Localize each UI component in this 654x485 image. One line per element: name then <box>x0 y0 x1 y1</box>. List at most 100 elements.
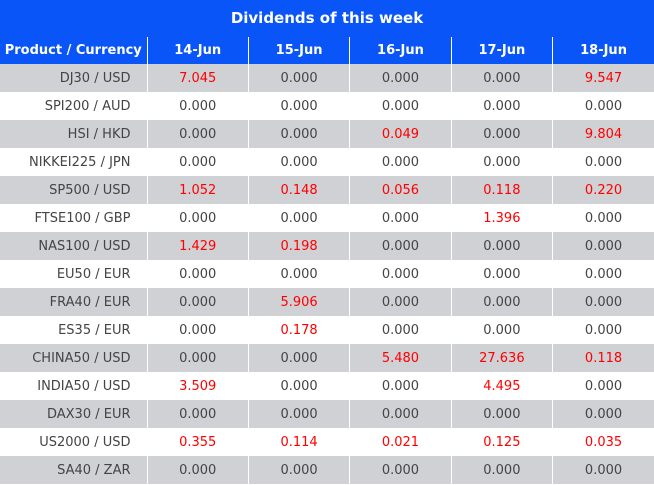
value-cell: 0.118 <box>552 344 654 372</box>
value-cell: 0.000 <box>146 344 249 372</box>
value-cell: 0.000 <box>450 400 553 428</box>
value-cell: 0.000 <box>349 148 452 176</box>
value-cell: 0.000 <box>247 204 350 232</box>
value-cell: 1.052 <box>146 176 249 204</box>
value-cell: 0.000 <box>450 260 553 288</box>
table-row: NIKKEI225 / JPN 0.000 0.000 0.000 0.000 0.000 <box>0 148 654 176</box>
table-row: DJ30 / USD 7.045 0.000 0.000 0.000 9.547 <box>0 64 654 92</box>
value-cell: 0.000 <box>450 456 553 484</box>
value-cell: 1.396 <box>450 204 553 232</box>
value-cell: 7.045 <box>146 64 249 92</box>
value-cell: 0.000 <box>450 316 553 344</box>
value-cell: 0.000 <box>247 372 350 400</box>
value-cell: 0.000 <box>247 260 350 288</box>
value-cell: 5.906 <box>247 288 350 316</box>
product-cell: EU50 / EUR <box>56 266 131 282</box>
value-cell: 0.000 <box>552 260 654 288</box>
product-cell: DJ30 / USD <box>0 64 147 92</box>
value-cell: 0.000 <box>552 316 654 344</box>
value-cell: 0.000 <box>247 64 350 92</box>
value-cell: 0.000 <box>146 288 249 316</box>
value-cell: 0.114 <box>247 428 350 456</box>
value-cell: 0.000 <box>552 232 654 260</box>
value-cell: 0.220 <box>552 176 654 204</box>
product-cell: ES35 / EUR <box>58 322 131 338</box>
value-cell: 0.000 <box>450 64 553 92</box>
dividend-table: Product / Currency 14-Jun 15-Jun 16-Jun 17-J… <box>0 37 654 484</box>
value-cell: 0.000 <box>146 92 249 120</box>
product-cell: INDIA50 / USD <box>37 378 131 394</box>
product-cell: SPI200 / AUD <box>44 98 131 114</box>
value-cell: 0.355 <box>146 428 249 456</box>
product-cell: FRA40 / EUR <box>0 288 147 316</box>
value-cell: 0.000 <box>349 204 452 232</box>
product-cell: FTSE100 / GBP <box>34 210 131 226</box>
product-cell: HSI / HKD <box>0 120 147 148</box>
value-cell: 0.000 <box>450 288 553 316</box>
header-cell: 16-Jun <box>349 37 452 64</box>
table-row: DAX30 / EUR 0.000 0.000 0.000 0.000 0.000 <box>0 400 654 428</box>
value-cell: 0.000 <box>247 120 350 148</box>
value-cell: 0.000 <box>349 456 452 484</box>
product-cell: US2000 / USD <box>39 434 131 450</box>
value-cell: 0.000 <box>552 456 654 484</box>
value-cell: 0.000 <box>247 148 350 176</box>
table-row: SA40 / ZAR 0.000 0.000 0.000 0.000 0.000 <box>0 456 654 484</box>
value-cell: 0.198 <box>247 232 350 260</box>
header-cell: Product / Currency <box>0 37 147 64</box>
value-cell: 0.021 <box>349 428 452 456</box>
value-cell: 0.000 <box>247 344 350 372</box>
value-cell: 0.000 <box>450 148 553 176</box>
value-cell: 0.000 <box>349 64 452 92</box>
table-row: HSI / HKD 0.000 0.000 0.049 0.000 9.804 <box>0 120 654 148</box>
value-cell: 0.118 <box>450 176 553 204</box>
title: Dividends of this week <box>0 0 654 37</box>
table-row: FRA40 / EUR 0.000 5.906 0.000 0.000 0.000 <box>0 288 654 316</box>
value-cell: 0.000 <box>247 456 350 484</box>
value-cell: 0.049 <box>349 120 452 148</box>
table-row: EU50 / EUR 0.000 0.000 0.000 0.000 0.000 <box>0 260 654 288</box>
value-cell: 0.000 <box>349 372 452 400</box>
value-cell: 0.000 <box>349 316 452 344</box>
value-cell: 9.804 <box>552 120 654 148</box>
value-cell: 0.125 <box>450 428 553 456</box>
header-cell: 17-Jun <box>450 37 553 64</box>
value-cell: 27.636 <box>450 344 553 372</box>
value-cell: 0.000 <box>146 456 249 484</box>
value-cell: 0.000 <box>450 232 553 260</box>
table-row: FTSE100 / GBP 0.000 0.000 0.000 1.396 0.000 <box>0 204 654 232</box>
value-cell: 5.480 <box>349 344 452 372</box>
value-cell: 0.000 <box>247 400 350 428</box>
table-row: US2000 / USD 0.355 0.114 0.021 0.125 0.035 <box>0 428 654 456</box>
value-cell: 0.148 <box>247 176 350 204</box>
table-row: CHINA50 / USD 0.000 0.000 5.480 27.636 0.118 <box>0 344 654 372</box>
value-cell: 0.000 <box>146 316 249 344</box>
product-cell: CHINA50 / USD <box>0 344 147 372</box>
table-row: INDIA50 / USD 3.509 0.000 0.000 4.495 0.000 <box>0 372 654 400</box>
value-cell: 0.000 <box>552 288 654 316</box>
product-cell: SP500 / USD <box>0 176 147 204</box>
header-cell: 18-Jun <box>552 37 654 64</box>
value-cell: 0.056 <box>349 176 452 204</box>
value-cell: 0.000 <box>146 148 249 176</box>
value-cell: 0.000 <box>552 400 654 428</box>
value-cell: 0.000 <box>146 120 249 148</box>
value-cell: 0.000 <box>450 120 553 148</box>
header-cell: 15-Jun <box>247 37 350 64</box>
value-cell: 0.000 <box>146 204 249 232</box>
value-cell: 0.000 <box>349 288 452 316</box>
table-row: SP500 / USD 1.052 0.148 0.056 0.118 0.220 <box>0 176 654 204</box>
value-cell: 0.000 <box>349 400 452 428</box>
table-row: ES35 / EUR 0.000 0.178 0.000 0.000 0.000 <box>0 316 654 344</box>
product-cell: NIKKEI225 / JPN <box>28 154 131 170</box>
value-cell: 0.000 <box>349 92 452 120</box>
value-cell: 0.035 <box>552 428 654 456</box>
table-row: NAS100 / USD 1.429 0.198 0.000 0.000 0.000 <box>0 232 654 260</box>
table-row: SPI200 / AUD 0.000 0.000 0.000 0.000 0.000 <box>0 92 654 120</box>
value-cell: 0.178 <box>247 316 350 344</box>
value-cell: 0.000 <box>349 260 452 288</box>
value-cell: 1.429 <box>146 232 249 260</box>
value-cell: 9.547 <box>552 64 654 92</box>
value-cell: 0.000 <box>247 92 350 120</box>
